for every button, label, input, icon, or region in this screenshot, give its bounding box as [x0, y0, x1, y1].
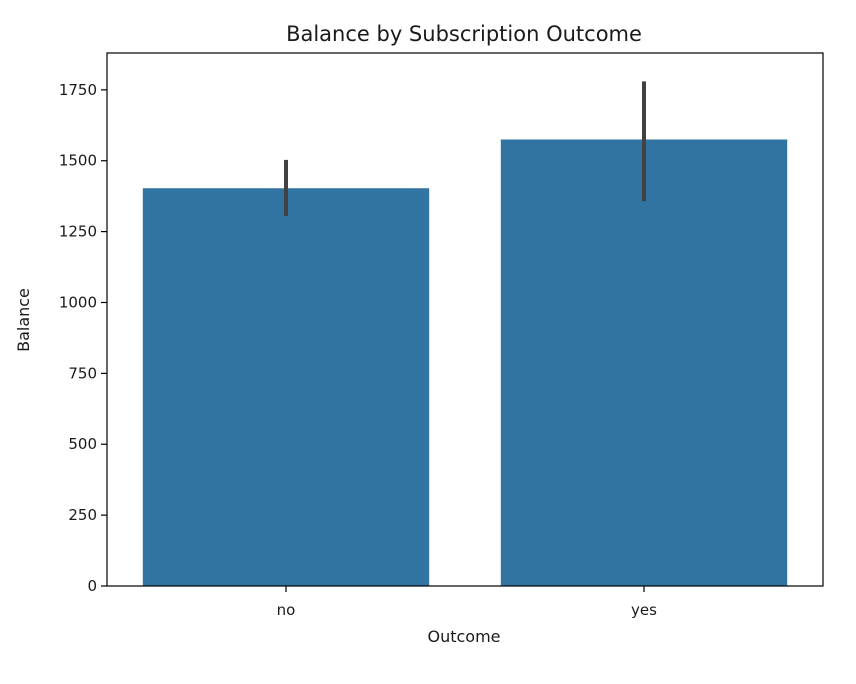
y-tick-label-500: 500 — [68, 435, 97, 453]
chart-title: Balance by Subscription Outcome — [286, 22, 642, 46]
bar-yes — [500, 139, 788, 586]
y-tick-label-1750: 1750 — [59, 81, 97, 99]
plot-area — [142, 81, 788, 587]
y-tick-label-0: 0 — [87, 577, 97, 595]
axes-frame — [106, 52, 824, 587]
y-tick-label-750: 750 — [68, 364, 97, 382]
y-axis-label: Balance — [14, 288, 33, 352]
y-tick-label-1500: 1500 — [59, 152, 97, 170]
bar-no — [142, 188, 430, 587]
y-axis: 0 250 500 750 1000 1250 1500 1750 — [59, 81, 107, 595]
x-tick-label-no: no — [277, 601, 296, 619]
y-tick-label-1000: 1000 — [59, 293, 97, 311]
x-axis: no yes — [277, 586, 657, 619]
x-tick-label-yes: yes — [631, 601, 657, 619]
y-tick-label-1250: 1250 — [59, 223, 97, 241]
x-axis-label: Outcome — [427, 627, 500, 646]
y-tick-label-250: 250 — [68, 506, 97, 524]
